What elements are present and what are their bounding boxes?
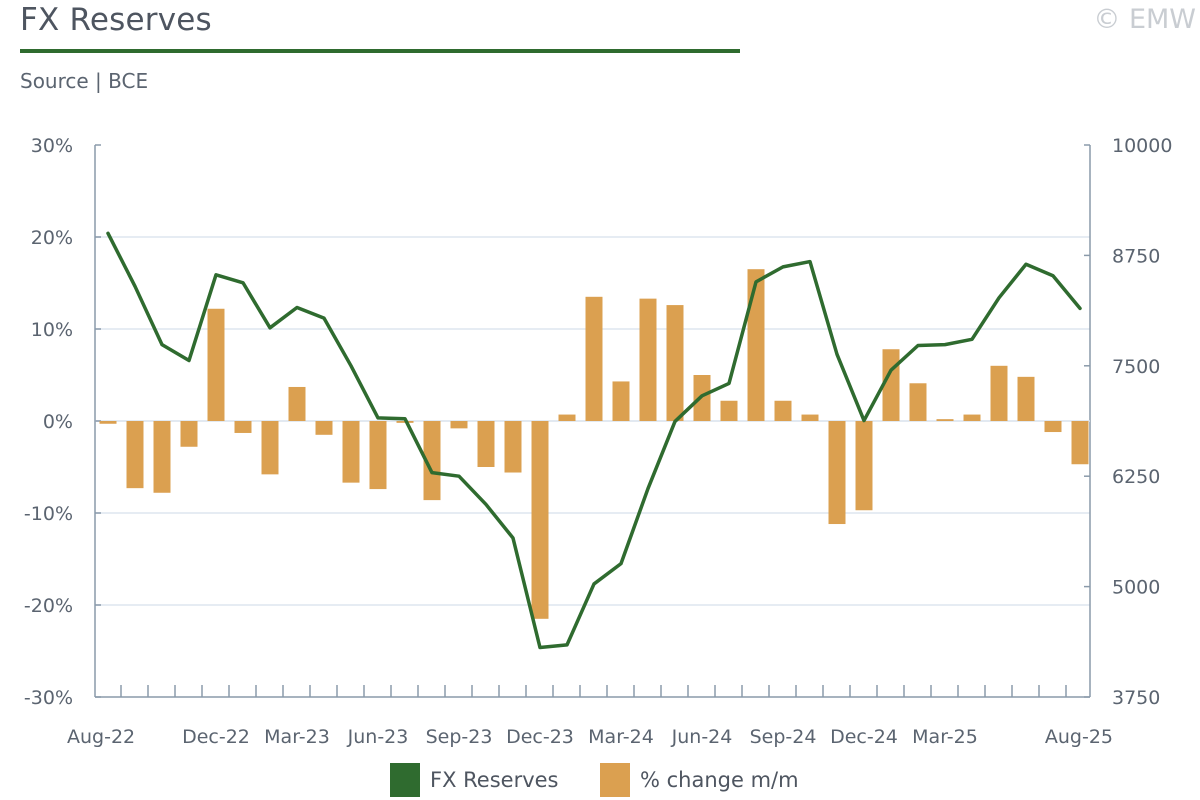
bar xyxy=(1071,421,1089,465)
legend-item-fx-reserves[interactable]: FX Reserves xyxy=(390,762,559,798)
x-tick-label: Jun-24 xyxy=(671,726,733,748)
bar xyxy=(1017,376,1035,421)
y-left-tick-label: -30% xyxy=(24,687,73,709)
bar xyxy=(180,421,198,447)
x-tick-label: Dec-24 xyxy=(830,726,898,748)
x-tick-label: Mar-24 xyxy=(588,726,654,748)
x-tick-label: Sep-24 xyxy=(750,726,817,748)
bar xyxy=(882,349,900,421)
bar xyxy=(612,381,630,421)
bar xyxy=(504,421,522,473)
legend-item-pct-change[interactable]: % change m/m xyxy=(600,762,799,798)
bar xyxy=(1044,421,1062,433)
bar xyxy=(801,414,819,421)
bar xyxy=(261,421,279,475)
x-tick-label: Mar-25 xyxy=(912,726,978,748)
y-right-tick-label: 7500 xyxy=(1112,356,1160,378)
bar xyxy=(369,421,387,490)
bar xyxy=(909,383,927,421)
y-right-tick-label: 5000 xyxy=(1112,577,1160,599)
y-left-tick-label: -20% xyxy=(24,595,73,617)
bar xyxy=(423,421,441,501)
bar xyxy=(585,296,603,421)
chart-legend: FX Reserves % change m/m xyxy=(0,762,1200,800)
y-left-tick-label: -10% xyxy=(24,503,73,525)
bar xyxy=(828,421,846,525)
y-right-tick-label: 8750 xyxy=(1112,245,1160,267)
series-line-fx-reserves xyxy=(106,231,1082,650)
legend-swatch-bar xyxy=(600,763,630,797)
y-left-tick-label: 30% xyxy=(31,135,73,157)
x-tick-label: Jun-23 xyxy=(347,726,409,748)
y-right-tick-label: 10000 xyxy=(1112,135,1172,157)
bar xyxy=(450,421,468,429)
bar xyxy=(747,269,765,421)
copyright-text: © EMW xyxy=(1093,4,1196,35)
x-tick-label: Aug-22 xyxy=(67,726,135,748)
bar xyxy=(207,308,225,421)
bar xyxy=(342,421,360,483)
title-underline xyxy=(20,49,740,53)
x-tick-label: Aug-25 xyxy=(1045,726,1113,748)
y-right-tick-label: 3750 xyxy=(1112,687,1160,709)
bar xyxy=(234,421,252,433)
y-left-tick-label: 20% xyxy=(31,227,73,249)
page-title: FX Reserves xyxy=(20,2,212,38)
bar xyxy=(963,414,981,421)
bar xyxy=(558,414,576,421)
bar xyxy=(639,298,657,421)
bar xyxy=(990,365,1008,421)
x-tick-label: Dec-22 xyxy=(182,726,250,748)
bar xyxy=(99,421,117,424)
legend-label-fx-reserves: FX Reserves xyxy=(430,768,559,792)
x-tick-label: Sep-23 xyxy=(426,726,493,748)
bar xyxy=(288,386,306,421)
y-left-tick-label: 0% xyxy=(43,411,73,433)
bar xyxy=(153,421,171,493)
x-tick-label: Mar-23 xyxy=(264,726,330,748)
y-left-tick-label: 10% xyxy=(31,319,73,341)
legend-swatch-line xyxy=(390,763,420,797)
bar xyxy=(936,419,954,421)
x-tick-label: Dec-23 xyxy=(506,726,574,748)
bar xyxy=(477,421,495,467)
bar xyxy=(531,421,549,619)
legend-label-pct-change: % change m/m xyxy=(640,768,799,792)
bar xyxy=(126,421,144,489)
bar xyxy=(315,421,333,435)
bar xyxy=(666,305,684,421)
source-text: Source | BCE xyxy=(20,69,149,93)
bar xyxy=(720,400,738,421)
bar xyxy=(774,400,792,421)
y-right-tick-label: 6250 xyxy=(1112,466,1160,488)
bar xyxy=(855,421,873,511)
